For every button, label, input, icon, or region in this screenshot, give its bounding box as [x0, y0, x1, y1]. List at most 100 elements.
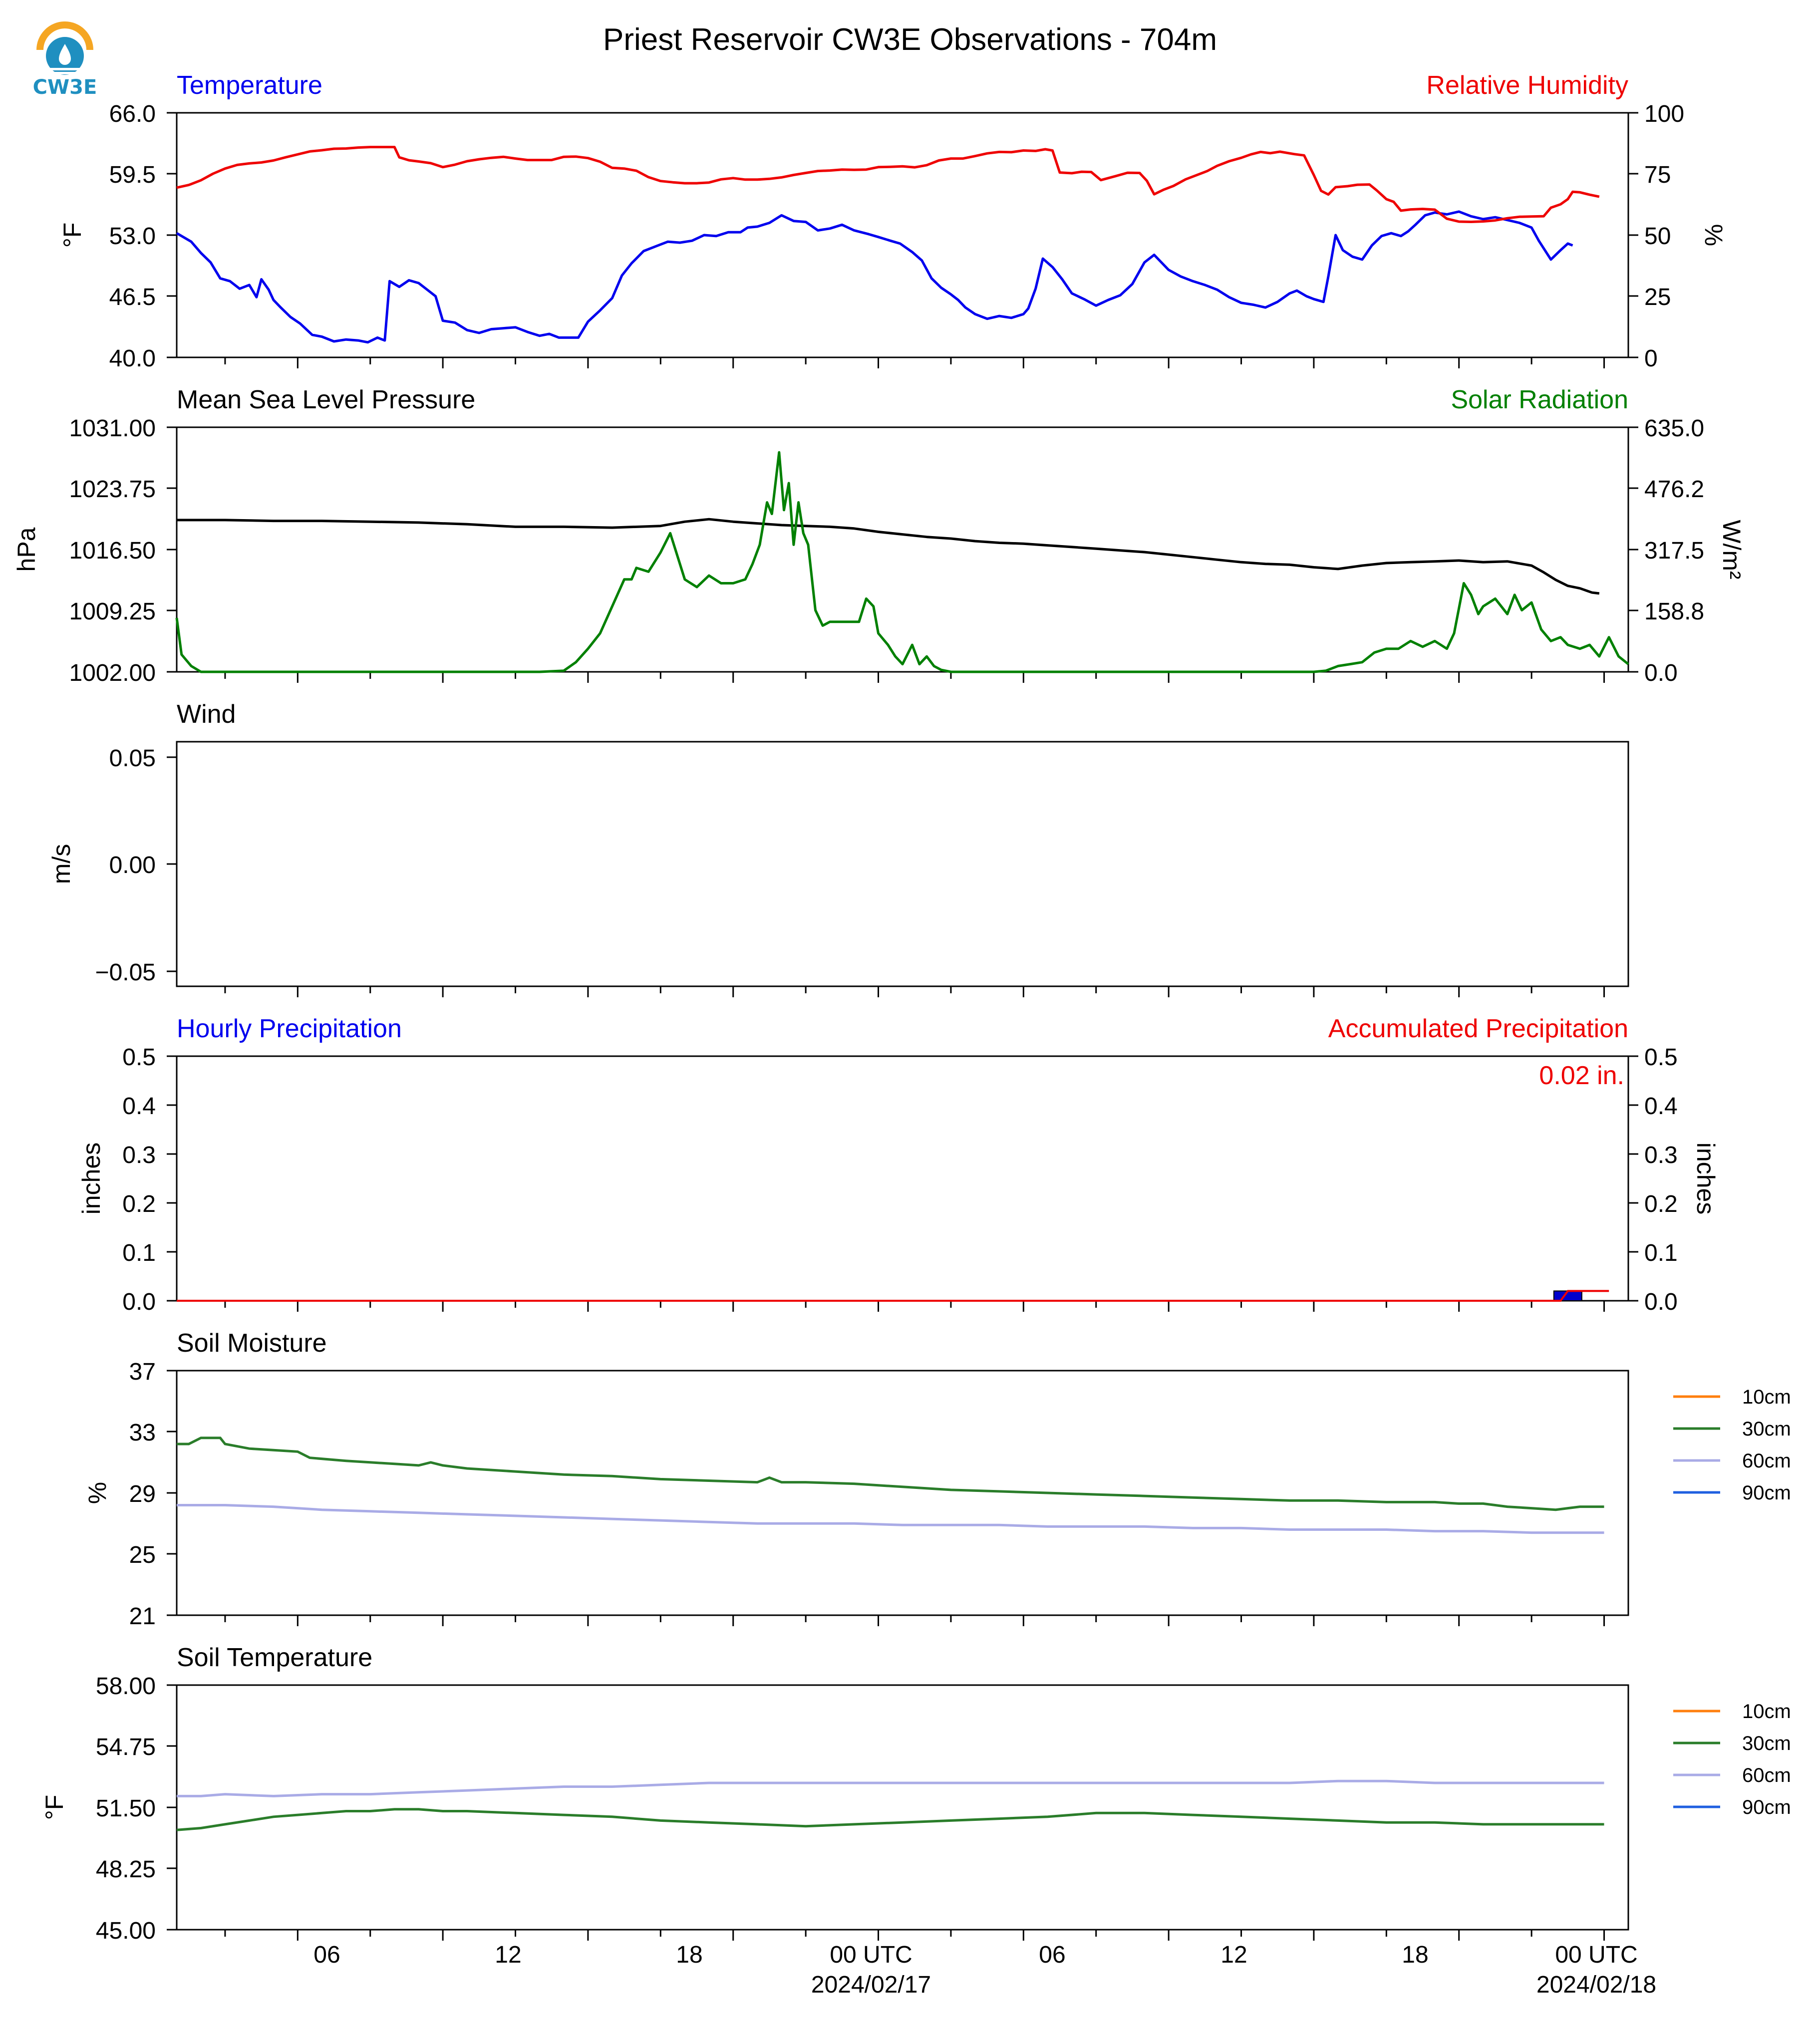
precip-x-ticks: [224, 1301, 1605, 1312]
y2-tick-label: 25: [1644, 284, 1671, 310]
y-tick-label: 29: [129, 1481, 156, 1507]
accum-total-label: 0.02 in.: [1539, 1061, 1624, 1090]
pressure-series-line: [177, 518, 1600, 595]
wind-panel-title: Wind: [177, 700, 236, 729]
soil-moisture-left-ticks: 37 33 29 25 21: [129, 1359, 177, 1630]
legend-label: 90cm: [1742, 1796, 1791, 1818]
y-tick-label: 46.5: [109, 284, 156, 310]
temp-left-ticks: 66.0 59.5 53.0 46.5 40.0: [109, 101, 177, 372]
x-tick-label: 00 UTC: [830, 1942, 912, 1968]
y-tick-label: 0.3: [122, 1142, 156, 1168]
legend-label: 90cm: [1742, 1482, 1791, 1504]
y2-tick-label: 75: [1644, 162, 1671, 188]
solar-right-ticks: 635.0 476.2 317.5 158.8 0.0: [1628, 415, 1704, 686]
soil-moisture-legend: 10cm 30cm 60cm 90cm: [1673, 1386, 1791, 1504]
panel-soil-temperature: Soil Temperature °F 58.00 54.75 51.50 48…: [40, 1643, 1791, 1998]
y2-tick-label: 476.2: [1644, 476, 1704, 503]
y2-tick-label: 100: [1644, 101, 1684, 127]
y-tick-label: 21: [129, 1603, 156, 1630]
humidity-series-line: [176, 146, 1600, 223]
precip-plot-area: [176, 1055, 1629, 1302]
x-tick-label: 12: [495, 1942, 521, 1968]
temp-x-ticks: [224, 357, 1605, 368]
y-tick-label: 66.0: [109, 101, 156, 127]
y-tick-label: 58.00: [96, 1673, 156, 1700]
temp-axis-unit: °F: [58, 223, 86, 248]
y-tick-label: 40.0: [109, 345, 156, 372]
y-tick-label: 51.50: [96, 1795, 156, 1822]
x-date-label: 2024/02/17: [811, 1972, 931, 1998]
pressure-axis-unit: hPa: [12, 527, 40, 572]
wind-plot-area: [176, 741, 1629, 987]
x-tick-label: 00 UTC: [1555, 1942, 1637, 1968]
legend-label: 60cm: [1742, 1764, 1791, 1786]
wind-x-ticks: [224, 986, 1605, 997]
y2-tick-label: 0: [1644, 345, 1658, 372]
y-tick-label: 59.5: [109, 162, 156, 188]
x-tick-label: 06: [1039, 1942, 1065, 1968]
x-tick-label: 06: [313, 1942, 340, 1968]
soil-moisture-x-ticks: [224, 1615, 1605, 1626]
y2-tick-label: 0.2: [1644, 1191, 1678, 1217]
y2-tick-label: 635.0: [1644, 415, 1704, 442]
panel-wind: Wind m/s 0.05 0.00 −0.05: [47, 700, 1629, 997]
figure-title: Priest Reservoir CW3E Observations - 704…: [603, 22, 1217, 57]
soil-moisture-30cm-line: [177, 1437, 1604, 1511]
solar-axis-unit: W/m²: [1718, 520, 1746, 579]
soil-temp-30cm-line: [176, 1808, 1604, 1831]
precip-left-ticks: 0.5 0.4 0.3 0.2 0.1 0.0: [122, 1044, 177, 1315]
accum-axis-unit: inches: [1692, 1143, 1720, 1215]
y-tick-label: −0.05: [95, 959, 156, 986]
soil-temp-axis-unit: °F: [40, 1795, 68, 1820]
y-tick-label: 1009.25: [69, 598, 156, 625]
y-tick-label: 45.00: [96, 1918, 156, 1944]
logo-text: CW3E: [32, 76, 97, 99]
pressure-x-ticks: [224, 672, 1605, 683]
legend-label: 10cm: [1742, 1386, 1791, 1408]
accum-panel-title: Accumulated Precipitation: [1328, 1014, 1628, 1043]
soil-temp-left-ticks: 58.00 54.75 51.50 48.25 45.00: [96, 1673, 177, 1944]
y-tick-label: 53.0: [109, 223, 156, 250]
legend-label: 30cm: [1742, 1418, 1791, 1440]
y2-tick-label: 0.4: [1644, 1093, 1678, 1120]
accum-precip-line: [177, 1290, 1609, 1302]
soil-moisture-plot-area: [176, 1370, 1629, 1616]
x-axis-labels: 06 12 18 00 UTC 06 12 18 00 UTC 2024/02/…: [313, 1942, 1656, 1998]
soil-temp-60cm-line: [177, 1779, 1604, 1797]
x-tick-label: 18: [1402, 1942, 1428, 1968]
legend-label: 10cm: [1742, 1701, 1791, 1723]
y2-tick-label: 0.3: [1644, 1142, 1678, 1168]
y-tick-label: 0.0: [122, 1289, 156, 1315]
y2-tick-label: 0.0: [1644, 660, 1678, 686]
wind-left-ticks: 0.05 0.00 −0.05: [95, 745, 177, 986]
y2-tick-label: 50: [1644, 223, 1671, 250]
cw3e-logo-icon: [30, 20, 100, 100]
rh-panel-title: Relative Humidity: [1426, 71, 1628, 100]
legend-label: 30cm: [1742, 1733, 1791, 1754]
y-tick-label: 0.00: [109, 852, 156, 878]
soil-moisture-axis-unit: %: [83, 1482, 111, 1504]
y-tick-label: 0.5: [122, 1044, 156, 1071]
soil-temp-x-ticks: [224, 1930, 1605, 1941]
soil-temp-panel-title: Soil Temperature: [177, 1643, 372, 1672]
panel-pressure: Mean Sea Level Pressure Solar Radiation …: [12, 385, 1746, 686]
x-date-label: 2024/02/18: [1536, 1972, 1656, 1998]
pressure-left-ticks: 1031.00 1023.75 1016.50 1009.25 1002.00: [69, 415, 177, 686]
y-tick-label: 0.1: [122, 1240, 156, 1266]
y2-tick-label: 0.1: [1644, 1240, 1678, 1266]
y-tick-label: 54.75: [96, 1734, 156, 1760]
solar-panel-title: Solar Radiation: [1451, 385, 1628, 414]
y-tick-label: 0.05: [109, 745, 156, 772]
y-tick-label: 25: [129, 1542, 156, 1568]
y-tick-label: 0.2: [122, 1191, 156, 1217]
panel-precipitation: Hourly Precipitation Accumulated Precipi…: [77, 1014, 1720, 1315]
y-tick-label: 33: [129, 1420, 156, 1446]
temp-panel-title: Temperature: [177, 71, 322, 100]
legend-label: 60cm: [1742, 1450, 1791, 1472]
y-tick-label: 1031.00: [69, 415, 156, 442]
panel-soil-moisture: Soil Moisture % 37 33 29 25 21 10cm 30cm…: [83, 1329, 1791, 1630]
soil-moisture-panel-title: Soil Moisture: [177, 1329, 327, 1358]
rh-axis-unit: %: [1700, 224, 1728, 246]
precip-axis-unit: inches: [77, 1143, 105, 1215]
rh-right-ticks: 100 75 50 25 0: [1628, 101, 1684, 372]
